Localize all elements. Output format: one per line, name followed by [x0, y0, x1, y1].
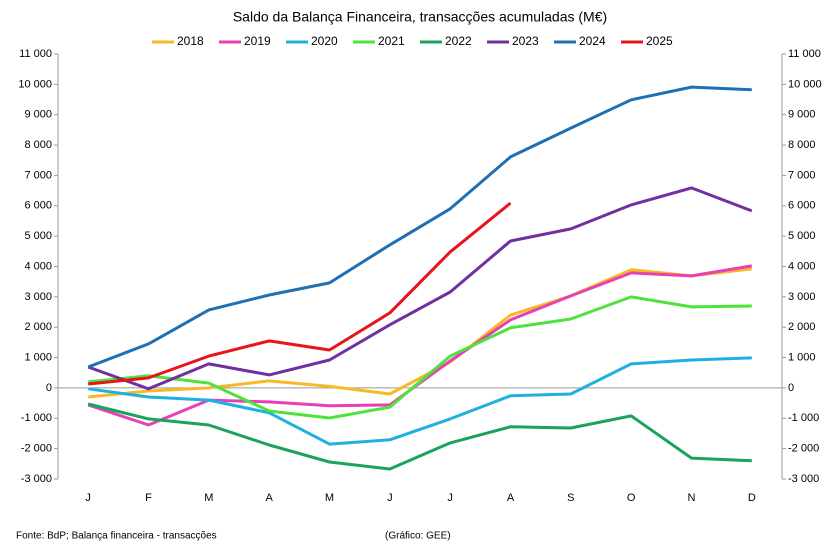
y-tick-label: 7 000: [24, 169, 52, 181]
y-tick-label: 0: [46, 382, 52, 394]
x-tick-label: D: [748, 492, 756, 504]
x-tick-label: M: [325, 492, 334, 504]
y2-tick-label: 0: [788, 382, 794, 394]
x-tick-label: N: [688, 492, 696, 504]
x-tick-label: A: [507, 492, 515, 504]
source: Fonte: BdP; Balança financeira - transac…: [16, 531, 217, 542]
y2-tick-label: 11 000: [788, 48, 821, 60]
series-line: [88, 267, 752, 399]
legend-label: 2025: [646, 34, 673, 48]
series-line: [87, 264, 753, 427]
series-line: [87, 186, 753, 391]
series-line: [87, 402, 752, 471]
legend-label: 2019: [244, 34, 271, 48]
y2-tick-label: 8 000: [788, 139, 816, 151]
y2-tick-label: 2 000: [788, 321, 816, 333]
y2-tick-label: -1 000: [788, 412, 819, 424]
y-tick-label: 4 000: [24, 260, 52, 272]
legend-label: 2018: [177, 34, 204, 48]
legend-label: 2023: [512, 34, 539, 48]
y2-tick-label: 10 000: [788, 78, 822, 90]
y2-tick-label: 3 000: [788, 291, 816, 303]
y-tick-label: 10 000: [18, 78, 52, 90]
y2-tick-label: 1 000: [788, 351, 816, 363]
y-tick-label: -1 000: [21, 412, 52, 424]
x-tick-label: F: [145, 492, 152, 504]
y-tick-label: 8 000: [24, 139, 52, 151]
y2-tick-label: 5 000: [788, 230, 816, 242]
y-tick-label: -2 000: [21, 443, 52, 455]
y2-tick-label: 4 000: [788, 260, 816, 272]
y-tick-label: 5 000: [24, 230, 52, 242]
legend-label: 2022: [445, 34, 472, 48]
legend-label: 2020: [311, 34, 338, 48]
y2-tick-label: 6 000: [788, 200, 816, 212]
x-tick-label: J: [447, 492, 453, 504]
y-tick-label: 11 000: [19, 48, 52, 60]
y2-tick-label: 7 000: [788, 169, 816, 181]
chart-title: Saldo da Balança Financeira, transacções…: [233, 9, 607, 25]
series-line: [88, 295, 752, 420]
x-tick-label: M: [204, 492, 213, 504]
series-line: [88, 201, 512, 386]
y-tick-label: 6 000: [24, 200, 52, 212]
y-tick-label: 1 000: [24, 351, 52, 363]
legend-label: 2024: [579, 34, 606, 48]
legend-label: 2021: [378, 34, 405, 48]
credit: (Gráfico: GEE): [385, 531, 451, 542]
x-tick-label: J: [387, 492, 393, 504]
x-tick-label: S: [567, 492, 574, 504]
x-tick-label: O: [627, 492, 636, 504]
series-line: [87, 356, 752, 446]
y-tick-label: 3 000: [24, 291, 52, 303]
x-tick-label: J: [85, 492, 91, 504]
y2-tick-label: -3 000: [788, 473, 819, 485]
y2-tick-label: -2 000: [788, 443, 819, 455]
y-tick-label: -3 000: [21, 473, 52, 485]
y-tick-label: 2 000: [24, 321, 52, 333]
x-tick-label: A: [265, 492, 273, 504]
y-tick-label: 9 000: [24, 109, 52, 121]
y2-tick-label: 9 000: [788, 109, 816, 121]
series-line: [87, 85, 752, 369]
